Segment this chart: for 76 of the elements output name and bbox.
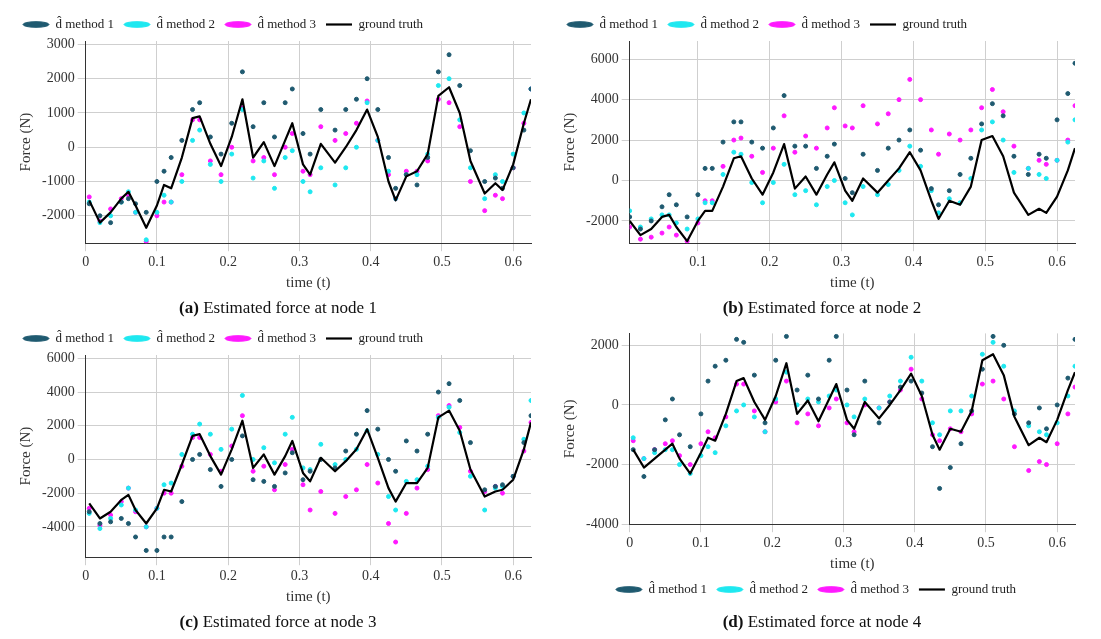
x-tick-label: 0.4 — [361, 568, 380, 584]
y-tick-label: 1000 — [46, 104, 75, 120]
legend-label: d̂ method 3 — [257, 329, 316, 345]
legend-label: d̂ method 2 — [700, 15, 759, 31]
legend-label: d̂ method 2 — [749, 580, 808, 596]
x-tick-label: 0.3 — [290, 568, 309, 584]
legend-label: d̂ method 2 — [156, 15, 215, 31]
y-tick-label: 2000 — [46, 417, 75, 433]
x-axis-title: time (t) — [286, 587, 331, 605]
legend-label: ground truth — [358, 15, 424, 31]
y-tick-label: 0 — [611, 396, 619, 412]
legend-label: ground truth — [902, 15, 968, 31]
legend-label: d̂ method 1 — [55, 15, 114, 31]
x-tick-label: 0.2 — [219, 254, 237, 270]
x-tick-label: 0.3 — [290, 254, 309, 270]
legend-label: d̂ method 1 — [55, 329, 114, 345]
x-tick-label: 0.6 — [504, 254, 522, 270]
x-tick-label: 0.2 — [763, 535, 781, 551]
y-tick-label: 6000 — [590, 50, 619, 66]
y-tick-label: 0 — [611, 172, 619, 188]
y-tick-label: -4000 — [41, 518, 75, 534]
y-tick-label: -1000 — [41, 173, 75, 189]
x-tick-label: 0 — [626, 535, 634, 551]
text: (a) Estimated force at node 1 — [179, 298, 377, 318]
x-tick-label: 0.2 — [219, 568, 237, 584]
y-tick-label: 6000 — [46, 350, 75, 366]
y-tick-label: -4000 — [585, 515, 619, 531]
x-tick-label: 0.1 — [148, 254, 166, 270]
y-tick-label: 0 — [67, 138, 75, 154]
legend-label: d̂ method 1 — [648, 580, 707, 596]
y-axis-title: Force (N) — [560, 112, 578, 172]
x-tick-label: 0.6 — [1048, 254, 1066, 270]
y-axis-title: Force (N) — [560, 399, 578, 459]
x-tick-label: 0.4 — [905, 535, 924, 551]
y-tick-label: 0 — [67, 451, 75, 467]
text: (c) Estimated force at node 3 — [179, 612, 377, 632]
x-tick-label: 0.4 — [361, 254, 380, 270]
x-tick-label: 0.5 — [976, 254, 994, 270]
y-tick-label: 4000 — [590, 91, 619, 107]
y-tick-label: -2000 — [585, 212, 619, 228]
text: (d) Estimated force at node 4 — [722, 612, 922, 632]
y-tick-label: -2000 — [585, 456, 619, 472]
x-tick-label: 0.5 — [433, 254, 451, 270]
legend-label: ground truth — [951, 580, 1017, 596]
x-tick-label: 0.4 — [904, 254, 923, 270]
x-axis-title: time (t) — [830, 554, 875, 572]
y-tick-label: 4000 — [46, 383, 75, 399]
legend-label: d̂ method 3 — [850, 580, 909, 596]
x-tick-label: 0.1 — [692, 535, 710, 551]
x-tick-label: 0.5 — [977, 535, 995, 551]
y-tick-label: 3000 — [46, 36, 75, 52]
x-axis-title: time (t) — [830, 273, 875, 291]
legend-label: d̂ method 1 — [599, 15, 658, 31]
y-tick-label: 2000 — [590, 337, 619, 352]
x-tick-label: 0.6 — [504, 568, 522, 584]
legend-label: d̂ method 3 — [801, 15, 860, 31]
legend-label: ground truth — [358, 329, 424, 345]
x-tick-label: 0.1 — [689, 254, 707, 270]
y-tick-label: -2000 — [41, 207, 75, 223]
x-tick-label: 0.5 — [433, 568, 451, 584]
x-tick-label: 0 — [82, 254, 90, 270]
x-tick-label: 0 — [82, 568, 90, 584]
y-axis-title: Force (N) — [16, 112, 34, 172]
x-axis-title: time (t) — [286, 273, 331, 291]
y-axis-title: Force (N) — [16, 426, 34, 486]
y-tick-label: 2000 — [590, 131, 619, 147]
x-tick-label: 0.2 — [760, 254, 779, 270]
text: (b) Estimated force at node 2 — [722, 298, 922, 318]
legend-label: d̂ method 3 — [257, 15, 316, 31]
x-tick-label: 0.6 — [1048, 535, 1066, 551]
x-tick-label: 0.3 — [832, 254, 851, 270]
x-tick-label: 0.1 — [148, 568, 166, 584]
y-tick-label: -2000 — [41, 484, 75, 500]
x-tick-label: 0.3 — [834, 535, 853, 551]
y-tick-label: 2000 — [46, 70, 75, 86]
legend-label: d̂ method 2 — [156, 329, 215, 345]
